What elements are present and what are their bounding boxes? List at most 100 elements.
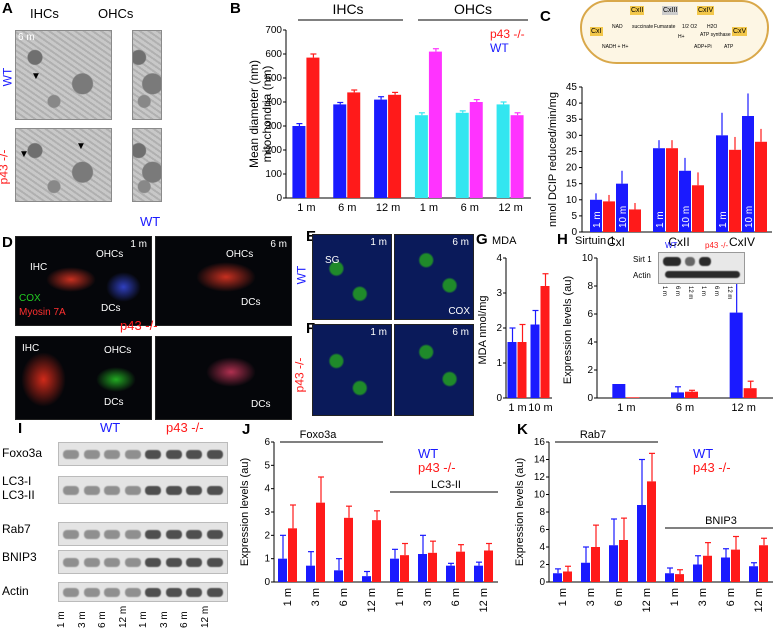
blot-band [186,588,202,597]
fl-ohcs: OHCs [226,249,254,260]
blot-band [145,530,161,539]
y-tick-label: 10 [534,490,546,501]
em-image-ko-ohc [132,128,162,202]
blot-col-label: 1 m [661,286,667,296]
diagram-fumarate: Fumarate [654,24,676,30]
panel-d: WT D 1 m IHC OHCs COX Myosin 7A DCs 6 m … [0,214,295,420]
blot-strip [58,550,228,574]
y-tick-label: 10 [582,253,594,264]
blot-col-label: 12 m [726,286,732,299]
y-axis-title: nmol DCIP reduced/min/mg [547,92,559,227]
y-tick-label: 4 [264,484,270,495]
mito-diagram: CxI CxII CxIII CxIV CxV NAD succinate Fu… [580,0,769,64]
fl-image-wt-1m: 1 m IHC OHCs COX Myosin 7A DCs [15,236,152,326]
diagram-succinate: succinate [632,24,654,30]
blot-band [165,486,182,495]
x-tick-label: 6 m [461,202,479,214]
panel-b: B 0 100 200 300 400 500 600 700 1 m 6 m 12 m 1 m 6 m… [228,0,538,225]
bar [414,115,428,198]
chart-g: G MDA 0 1 2 3 4 1 m 10 m MDA nmol/mg [476,231,553,414]
fl-dcs: DCs [241,297,261,308]
x-tick-label: 6 m [676,402,694,414]
bar-label-1m: 1 m [718,211,729,228]
blot-sirt-label: Sirt 1 [633,255,652,264]
y-tick-label: 2 [587,365,593,376]
y-tick-label: 2 [264,530,270,541]
blot-band [145,588,161,597]
arrowhead-icon: ▼ [76,141,86,152]
x-tick-label: CxI [607,235,625,249]
panel-a-row-wt: WT [0,67,15,87]
fl-image-wt-6m: 6 m OHCs DCs [155,236,292,326]
y-tick-label: 0 [496,393,502,404]
fl-image-e-1m: 1 m SG [312,234,392,320]
panel-a-label: A [2,0,13,17]
blot-col-label: 1 m [700,286,706,296]
y-tick-label: 45 [566,82,578,93]
bar [603,201,615,232]
panel-a-col-ohc: OHCs [98,6,134,21]
fl-ihc: IHC [22,343,40,354]
y-tick-label: 3 [264,507,270,518]
bar [721,557,730,582]
bar [278,558,287,582]
blot-band [63,450,79,459]
diagram-h: H+ [678,34,685,40]
bar [647,481,656,582]
panel-e-label: E [306,228,317,245]
diagram-cx4: CxIV [697,6,715,15]
y-tick-label: 2 [539,560,545,571]
bar [316,502,325,582]
legend-ko: p43 -/- [418,460,456,475]
blot-band [104,558,120,567]
x-tick-label: 1 m [669,588,681,606]
y-tick-label: 5 [571,211,577,222]
blot-band [145,558,161,567]
panel-label: J [242,421,250,438]
blot-row-label: BNIP3 [2,550,37,564]
bar [591,547,600,582]
bar [388,94,402,198]
fl-dcs: DCs [104,397,124,408]
blot-band [206,588,223,597]
bar [347,92,361,198]
blot-actin-label: Actin [633,271,651,280]
y-tick-label: 0 [539,577,545,588]
blot-band [145,486,161,495]
diagram-cx1: CxI [590,27,603,36]
blot-row-label: LC3-II [2,488,35,502]
fl-cox: COX [448,306,470,317]
y-tick-label: 0 [571,227,577,238]
bar [671,392,684,398]
arrowhead-icon: ▼ [31,71,41,82]
y-tick-label: 16 [534,437,546,448]
blot-band [206,486,223,495]
x-tick-label: 3 m [422,588,434,606]
y-tick-label: 4 [496,253,502,264]
blot-band [63,486,79,495]
fl-sg: SG [325,255,340,266]
legend-ko: p43 -/- [693,460,731,475]
bar [616,183,628,232]
bar-label-1m: 1 m [592,211,603,228]
bar [333,104,347,198]
bar [619,540,628,582]
y-tick-label: 400 [265,97,282,108]
diagram-nadh: NADH + H+ [602,44,629,50]
bar [729,312,743,398]
bar [703,555,712,582]
y-tick-label: 3 [496,288,502,299]
bar [675,574,684,582]
y-tick-label: 0 [276,193,282,204]
x-tick-label: 3 m [585,588,597,606]
blot-col-label: 6 m [179,611,190,628]
blot-col-label: 1 m [56,611,67,628]
y-tick-label: 700 [265,25,282,36]
blot-band [104,588,120,597]
diagram-h2o: H2O [707,24,718,30]
y-tick-label: 1 [264,554,270,565]
x-tick-label: CxIV [729,235,755,249]
blot-col-label: 6 m [713,286,719,296]
bar [581,562,590,582]
fl-ihc: IHC [30,262,48,273]
